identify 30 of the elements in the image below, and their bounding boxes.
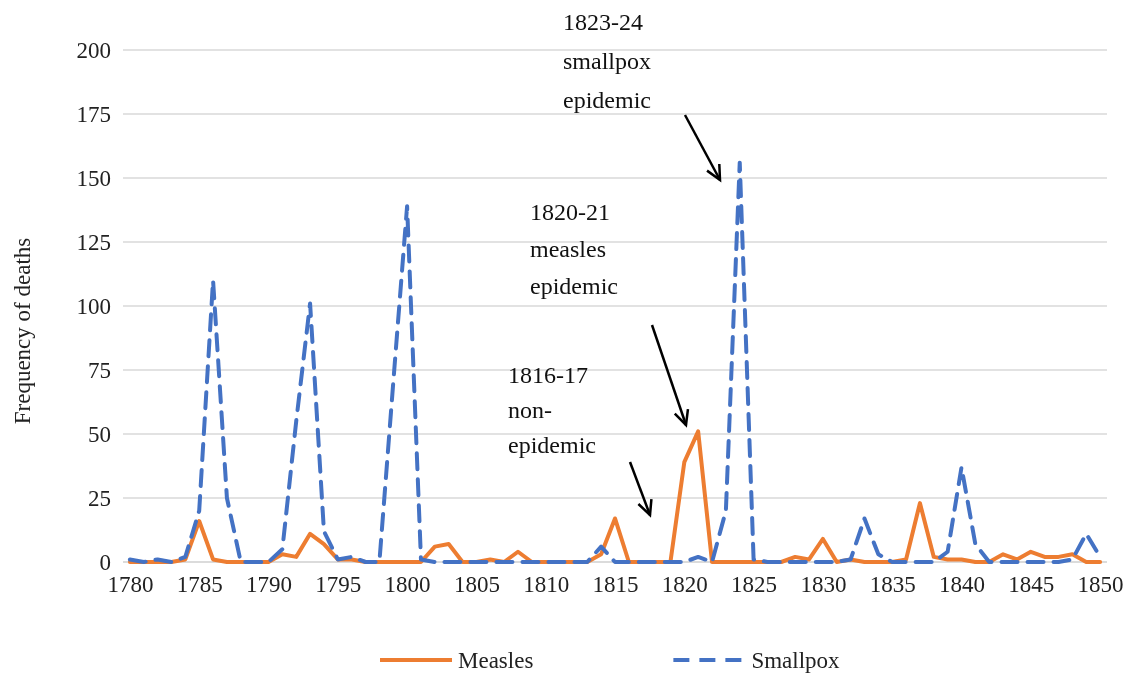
y-tick-label: 200 [76,37,111,63]
annotation: 1816-17 non- epidemic [508,362,596,458]
x-tick-label: 1845 [1008,572,1055,598]
annotation: 1820-21 measles epidemic [530,199,618,299]
y-tick-label: 150 [76,165,111,191]
x-tick-label: 1805 [453,572,500,598]
x-tick-label: 1815 [592,572,639,598]
legend-label: Measles [458,648,534,673]
x-tick-label: 1800 [384,572,431,598]
y-tick-label: 100 [76,293,111,319]
y-tick-label: 0 [99,549,111,575]
y-tick-label: 175 [76,101,111,127]
x-tick-label: 1790 [246,572,292,598]
legend-label: Smallpox [751,648,841,673]
x-tick-label: 1785 [176,572,223,598]
x-tick-label: 1795 [315,572,362,598]
x-tick-label: 1780 [107,572,154,598]
x-tick-label: 1840 [939,572,985,598]
x-tick-label: 1810 [523,572,570,598]
x-tick-label: 1830 [800,572,847,598]
y-tick-label: 25 [88,485,111,511]
x-tick-label: 1835 [869,572,916,598]
x-tick-label: 1825 [731,572,778,598]
annotation: 1823-24 smallpox epidemic [563,9,651,113]
y-tick-label: 50 [88,421,111,447]
y-tick-label: 75 [88,357,111,383]
y-tick-label: 125 [76,229,111,255]
x-tick-label: 1820 [661,572,708,598]
x-tick-label: 1850 [1077,572,1124,598]
y-axis-title: Frequency of deaths [10,237,35,425]
